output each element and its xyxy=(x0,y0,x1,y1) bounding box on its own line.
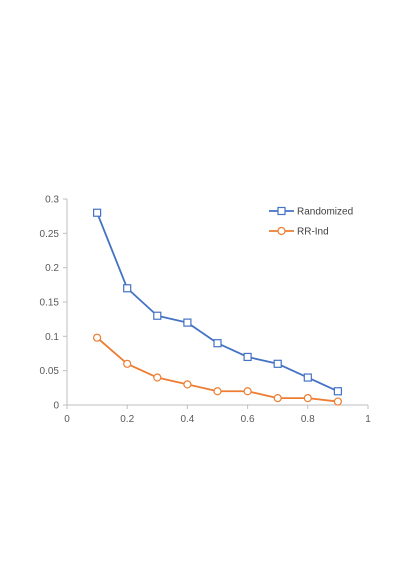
y-tick-label: 0.1 xyxy=(45,332,59,343)
data-point xyxy=(243,387,252,396)
legend-marker xyxy=(277,226,286,236)
data-point xyxy=(243,352,252,362)
x-tick-label: 1 xyxy=(365,414,371,425)
x-tick-label: 0.8 xyxy=(301,414,315,425)
series-line xyxy=(96,212,339,393)
y-tick-label: 0.15 xyxy=(40,298,60,309)
x-tick-label: 0 xyxy=(64,414,70,425)
data-point xyxy=(123,284,132,293)
data-point xyxy=(213,387,222,396)
data-point xyxy=(333,397,342,406)
data-point xyxy=(213,339,222,348)
data-point xyxy=(273,359,282,368)
data-point xyxy=(303,394,312,403)
data-point xyxy=(333,387,342,396)
x-tick-label: 0.4 xyxy=(180,414,194,425)
y-tick-label: 0.05 xyxy=(40,366,60,377)
legend-label: RR-Ind xyxy=(297,227,329,238)
data-point xyxy=(183,318,192,327)
y-tick-label: 0.3 xyxy=(45,195,59,206)
data-point xyxy=(273,394,282,403)
data-point xyxy=(303,373,312,382)
data-point xyxy=(153,311,162,320)
legend-label: Randomized xyxy=(297,207,353,218)
y-tick-label: 0 xyxy=(53,401,59,412)
data-point xyxy=(183,380,192,389)
data-point xyxy=(153,373,162,382)
data-point xyxy=(123,359,132,368)
data-point xyxy=(92,333,102,342)
y-tick-label: 0.2 xyxy=(45,263,59,274)
x-tick-label: 0.6 xyxy=(241,414,255,425)
y-tick-label: 0.25 xyxy=(40,229,60,240)
data-point xyxy=(92,208,102,217)
legend-marker xyxy=(277,206,286,216)
x-tick-label: 0.2 xyxy=(120,414,134,425)
